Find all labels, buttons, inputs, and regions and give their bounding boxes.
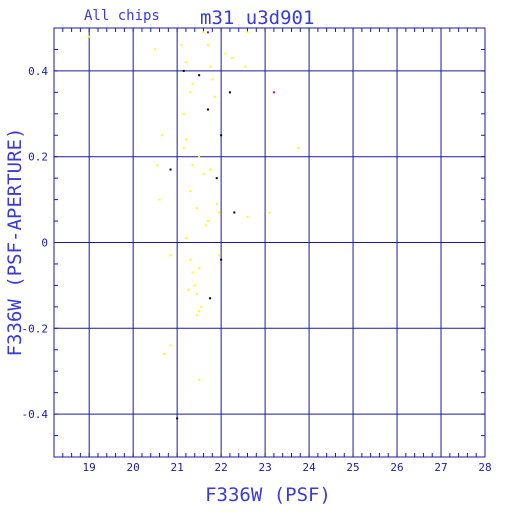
y-tick-label: 0	[41, 237, 48, 250]
data-point	[215, 177, 218, 180]
data-point	[206, 220, 209, 223]
x-tick-label: 28	[478, 461, 491, 474]
data-point	[88, 35, 91, 38]
data-point	[198, 310, 201, 313]
data-point	[195, 314, 198, 317]
data-point	[160, 134, 163, 137]
data-point	[209, 168, 212, 171]
data-point	[158, 198, 161, 201]
data-point	[211, 78, 214, 81]
data-point	[206, 108, 209, 111]
grid-lines	[53, 27, 486, 458]
data-point	[195, 292, 198, 295]
data-point	[189, 91, 192, 94]
data-point	[182, 112, 185, 115]
data-point	[189, 190, 192, 193]
y-tick-label: 0.2	[28, 151, 48, 164]
data-point	[202, 31, 205, 34]
data-point	[246, 215, 249, 218]
data-point	[217, 254, 220, 257]
data-point	[224, 52, 227, 55]
x-tick-label: 24	[302, 461, 316, 474]
data-point	[182, 69, 185, 72]
data-point	[184, 138, 187, 141]
data-point	[191, 82, 194, 85]
y-tick-label: -0.4	[22, 408, 49, 421]
data-point	[169, 344, 172, 347]
x-tick-label: 20	[127, 461, 140, 474]
data-point	[209, 297, 212, 300]
data-points	[88, 31, 300, 420]
data-point	[215, 202, 218, 205]
data-point	[217, 211, 220, 214]
data-point	[184, 237, 187, 240]
plot-frame	[53, 27, 486, 458]
data-point	[195, 207, 198, 210]
x-tick-label: 23	[258, 461, 271, 474]
data-point	[169, 168, 172, 171]
x-tick-labels: 19 20 21 22 23 24 25 26 27 28	[83, 461, 492, 474]
data-point	[220, 134, 223, 137]
data-point	[193, 284, 196, 287]
data-point	[204, 224, 207, 227]
data-point	[184, 61, 187, 64]
data-point	[180, 44, 183, 47]
data-point	[202, 172, 205, 175]
data-point	[191, 271, 194, 274]
data-point	[231, 57, 234, 60]
y-tick-label: 0.4	[28, 65, 48, 78]
x-tick-label: 26	[390, 461, 403, 474]
data-point	[268, 211, 271, 214]
data-point	[206, 31, 209, 34]
data-point	[154, 48, 157, 51]
chart-subtitle: All chips	[84, 8, 160, 24]
data-point	[169, 254, 172, 257]
data-point	[272, 91, 275, 94]
x-tick-label: 21	[171, 461, 184, 474]
data-point	[220, 258, 223, 261]
y-tick-labels: -0.4 -0.2 0 0.2 0.4	[22, 65, 49, 421]
data-point	[198, 267, 201, 270]
x-tick-label: 27	[434, 461, 447, 474]
data-point	[198, 74, 201, 77]
data-point	[244, 65, 247, 68]
data-point	[162, 353, 165, 356]
data-point	[297, 147, 300, 150]
data-point	[209, 65, 212, 68]
data-point	[213, 95, 216, 98]
data-point	[176, 417, 179, 420]
x-tick-label: 19	[83, 461, 96, 474]
x-axis-label: F336W (PSF)	[205, 484, 331, 506]
data-point	[246, 31, 249, 34]
chart-title: m31_u3d901	[200, 7, 314, 29]
data-point	[187, 288, 190, 291]
data-point	[191, 164, 194, 167]
data-point	[228, 91, 231, 94]
data-point	[206, 44, 209, 47]
data-point	[200, 305, 203, 308]
x-tick-label: 22	[214, 461, 227, 474]
data-point	[182, 147, 185, 150]
data-point	[198, 155, 201, 158]
data-point	[233, 211, 236, 214]
x-tick-label: 25	[346, 461, 359, 474]
data-point	[156, 164, 159, 167]
y-tick-label: -0.2	[22, 322, 49, 335]
data-point	[189, 258, 192, 261]
y-axis-label: F336W (PSF-APERTURE)	[4, 128, 26, 357]
data-point	[198, 378, 201, 381]
